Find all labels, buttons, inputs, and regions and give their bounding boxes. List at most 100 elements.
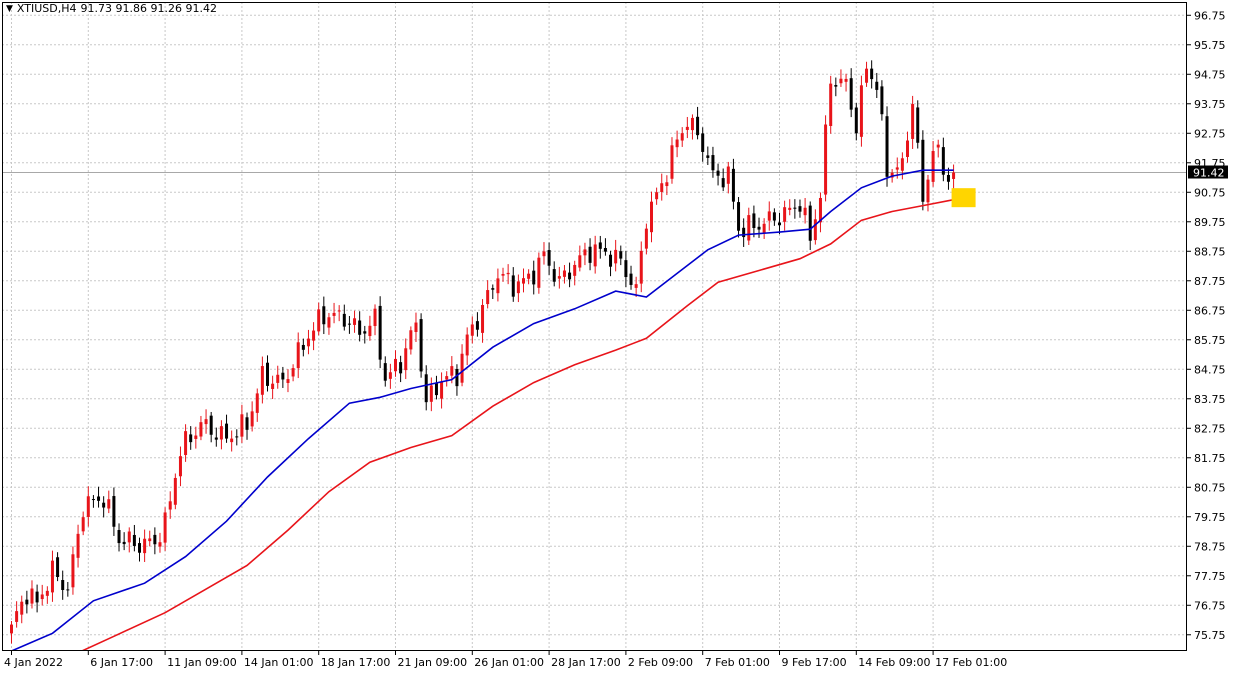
y-tick-label: 88.75	[1194, 245, 1226, 258]
candle	[711, 146, 715, 178]
triangle-down-icon[interactable]: ▼	[6, 4, 13, 14]
candle	[491, 284, 495, 300]
y-tick-label: 79.75	[1194, 511, 1226, 524]
candle	[291, 364, 295, 382]
candle-body	[829, 83, 833, 127]
candle-body	[675, 139, 679, 148]
candle-body	[189, 434, 193, 443]
candle	[414, 312, 418, 342]
candle-body	[890, 172, 894, 178]
candle	[10, 621, 13, 644]
candle	[481, 299, 485, 343]
candle	[455, 364, 459, 396]
candle	[404, 338, 408, 380]
y-tick-label: 89.75	[1194, 216, 1226, 229]
candle	[593, 235, 597, 274]
candle	[189, 426, 193, 450]
candle-body	[670, 145, 674, 179]
candle	[445, 371, 449, 387]
candle-body	[429, 385, 433, 402]
candle-body	[117, 530, 121, 544]
candle-body	[783, 207, 787, 222]
candle	[40, 584, 44, 606]
candle-body	[854, 107, 858, 134]
candle	[788, 199, 792, 216]
candle	[598, 235, 602, 259]
candle	[511, 267, 515, 302]
candle-body	[588, 246, 592, 263]
candle-body	[404, 348, 408, 371]
candle-body	[368, 325, 372, 337]
candle	[475, 312, 479, 337]
candle	[347, 315, 351, 334]
candle-body	[900, 158, 904, 171]
candle-body	[562, 270, 566, 277]
candle	[537, 252, 541, 294]
candle-body	[102, 502, 106, 508]
candle-body	[184, 431, 188, 456]
candle-body	[716, 170, 720, 176]
candle-body	[798, 206, 802, 212]
candle-body	[163, 512, 167, 543]
candle	[629, 265, 633, 290]
candle-body	[245, 417, 249, 430]
candle	[911, 95, 915, 149]
candle	[803, 198, 807, 224]
candle-body	[204, 419, 208, 425]
candle-body	[859, 85, 863, 137]
candle-body	[460, 353, 464, 383]
candle-body	[696, 116, 700, 136]
candle	[865, 61, 869, 87]
candle	[603, 238, 607, 256]
candle-body	[409, 330, 413, 350]
candle	[112, 487, 116, 536]
candle-body	[501, 273, 505, 276]
candle	[900, 152, 904, 180]
candle-body	[762, 223, 766, 233]
candle-body	[132, 534, 136, 546]
candle	[184, 424, 188, 462]
candle	[522, 268, 525, 293]
candle	[332, 302, 336, 324]
candle-body	[199, 422, 203, 437]
candle-body	[593, 244, 597, 267]
candle	[675, 130, 679, 158]
candle	[542, 242, 546, 265]
candle-body	[107, 499, 111, 509]
x-tick-label: 28 Jan 17:00	[551, 656, 621, 669]
x-tick-label: 11 Jan 09:00	[167, 656, 237, 669]
candle-body	[614, 249, 618, 264]
candle	[818, 192, 822, 233]
y-tick-label: 82.75	[1194, 422, 1226, 435]
candle-body	[317, 309, 321, 332]
y-tick-label: 78.75	[1194, 540, 1226, 553]
candle	[941, 137, 945, 182]
candle	[20, 595, 24, 624]
candle	[240, 404, 244, 443]
ma-fast-line	[11, 169, 954, 651]
candle-body	[347, 323, 351, 325]
candle	[829, 75, 833, 134]
candle-body	[573, 264, 577, 276]
candle	[644, 223, 648, 255]
x-tick-label: 9 Feb 17:00	[782, 656, 847, 669]
candle-body	[240, 414, 244, 437]
y-tick-label: 76.75	[1194, 599, 1226, 612]
candle	[50, 550, 54, 602]
candle	[752, 205, 756, 238]
candle-body	[91, 499, 95, 501]
candle-body	[731, 168, 735, 202]
candle-body	[757, 226, 761, 230]
candle	[30, 580, 34, 609]
candle-body	[680, 133, 684, 141]
candle-body	[880, 86, 884, 115]
candle	[214, 427, 218, 447]
candle	[824, 115, 828, 202]
candle-body	[25, 599, 29, 605]
candle	[721, 168, 725, 192]
candle-body	[568, 272, 572, 280]
candle-body	[849, 78, 853, 110]
candle-body	[778, 222, 781, 226]
